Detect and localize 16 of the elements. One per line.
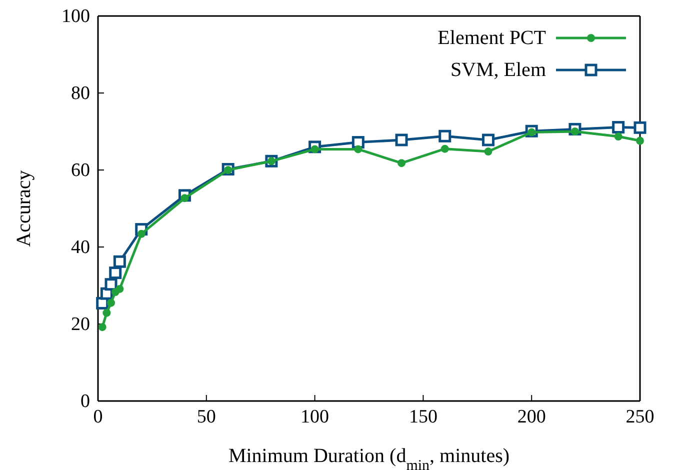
x-tick-label: 50 bbox=[196, 406, 216, 428]
y-tick-label: 80 bbox=[71, 83, 90, 104]
x-tick-label: 150 bbox=[408, 406, 438, 428]
legend-label: SVM, Elem bbox=[450, 59, 546, 81]
x-tick-label: 250 bbox=[626, 406, 654, 428]
x-axis-title: Minimum Duration (d$_{min}$, minutes) bbox=[228, 445, 510, 470]
y-tick-label: 0 bbox=[80, 391, 90, 412]
y-tick-label: 40 bbox=[71, 237, 90, 258]
y-tick-label: 60 bbox=[71, 160, 90, 182]
y-tick-label: 100 bbox=[62, 6, 90, 28]
x-tick-label: 0 bbox=[93, 406, 103, 428]
legend-label: Element PCT bbox=[438, 27, 546, 49]
x-tick-label: 200 bbox=[517, 406, 546, 428]
y-tick-label: 20 bbox=[71, 314, 90, 336]
x-tick-label: 100 bbox=[300, 406, 330, 428]
y-axis-title: Accuracy bbox=[13, 170, 35, 247]
